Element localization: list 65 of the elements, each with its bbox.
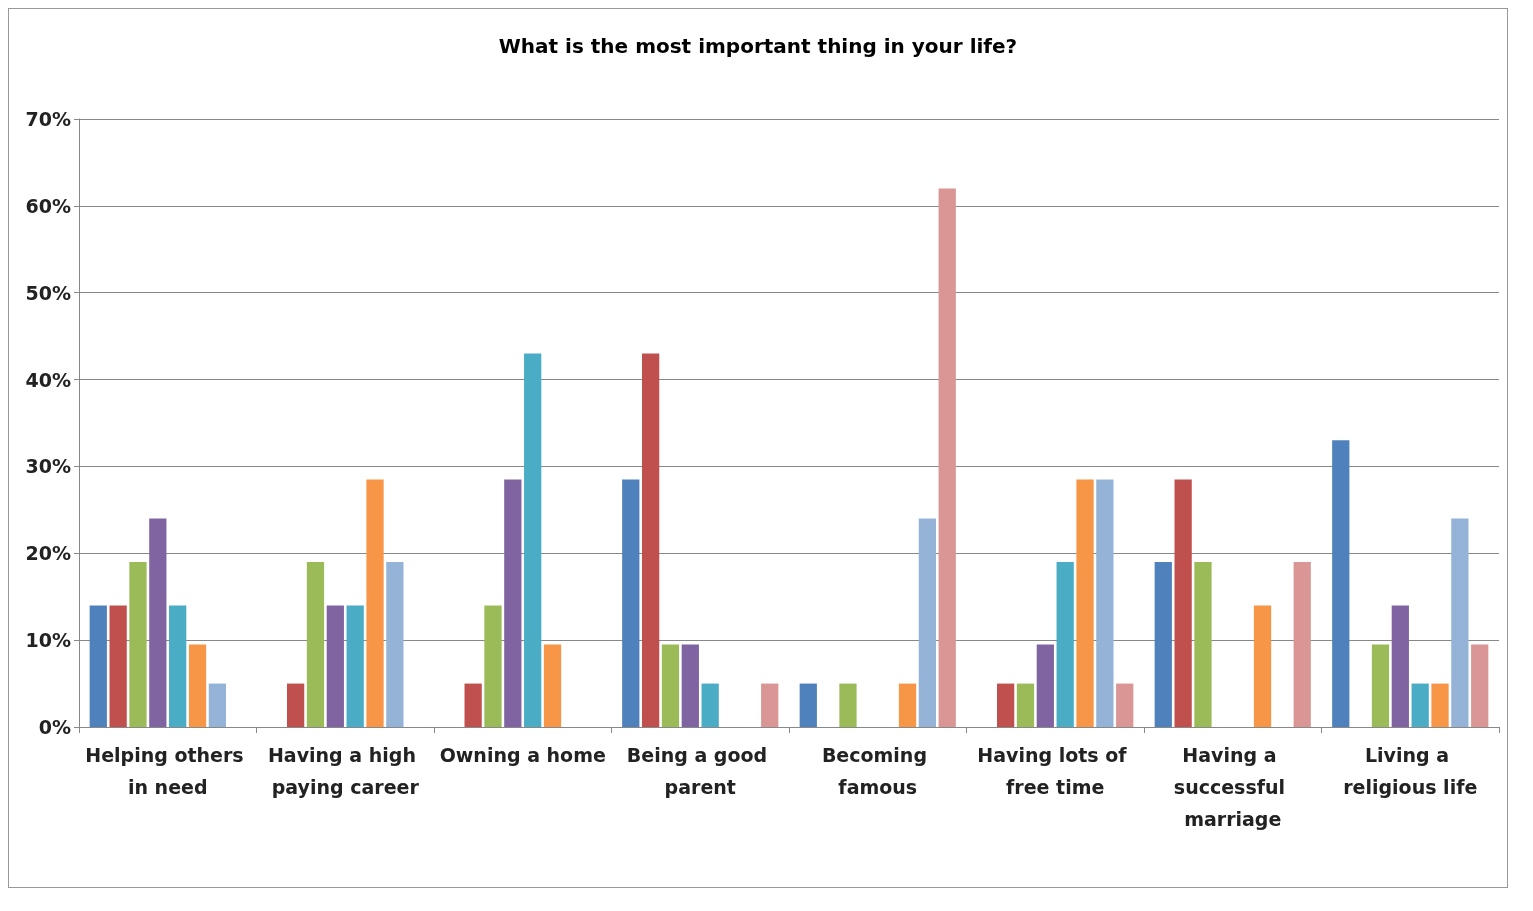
- bar: [287, 683, 305, 727]
- bar: [89, 605, 107, 727]
- bar: [129, 561, 147, 727]
- bar: [1332, 440, 1350, 727]
- bar: [366, 479, 384, 727]
- bar: [346, 605, 364, 727]
- bar: [188, 644, 207, 727]
- bar: [1253, 605, 1272, 727]
- bar: [761, 683, 779, 727]
- bar: [1431, 683, 1449, 727]
- bar: [1293, 561, 1311, 727]
- bar: [799, 683, 817, 727]
- bar: [938, 188, 956, 727]
- x-tick-label: Being a good parent: [626, 744, 774, 798]
- y-tick-label: 70%: [25, 108, 71, 130]
- bar: [326, 605, 344, 727]
- bar: [1174, 479, 1192, 727]
- bar: [918, 518, 936, 727]
- x-tick-label: Helping others in need: [85, 744, 251, 798]
- bar: [1076, 479, 1094, 727]
- bar: [1451, 518, 1469, 727]
- bar: [1154, 561, 1172, 727]
- x-tick-label: Having a successful marriage: [1173, 744, 1292, 830]
- y-tick-label: 60%: [25, 194, 71, 217]
- y-tick-label: 40%: [25, 368, 71, 391]
- bar: [701, 683, 719, 727]
- bar: [464, 683, 482, 727]
- y-tick-label: 50%: [25, 281, 71, 304]
- bar: [524, 353, 542, 727]
- bar: [306, 561, 325, 727]
- bar: [109, 605, 127, 727]
- y-tick-label: 20%: [25, 542, 71, 565]
- bar: [622, 479, 640, 727]
- y-tick-label: 10%: [25, 629, 71, 652]
- bar: [661, 644, 680, 727]
- bar: [149, 518, 167, 727]
- x-tick-label: Owning a home: [439, 744, 606, 766]
- bar: [484, 605, 502, 727]
- bar: [1471, 644, 1489, 727]
- bar: [1371, 644, 1390, 727]
- bar: [997, 683, 1015, 727]
- bar: [1411, 683, 1429, 727]
- bar: [1116, 683, 1134, 727]
- x-tick-label: Having lots of free time: [977, 744, 1134, 798]
- bar: [169, 605, 187, 727]
- y-tick-label: 30%: [25, 455, 71, 478]
- x-tick-label: Living a religious life: [1343, 744, 1478, 798]
- bar: [898, 683, 917, 727]
- bar: [1036, 644, 1054, 727]
- bar: [386, 561, 404, 727]
- bar: [1056, 561, 1074, 727]
- bar: [504, 479, 522, 727]
- chart-title: What is the most important thing in your life?: [498, 34, 1018, 58]
- bar: [1016, 683, 1035, 727]
- bar: [839, 683, 857, 727]
- bar: [1194, 561, 1212, 727]
- bar: [1096, 479, 1114, 727]
- bar: [543, 644, 562, 727]
- bar: [1391, 605, 1409, 727]
- x-tick-label: Having a high paying career: [267, 744, 423, 798]
- bar: [642, 353, 660, 727]
- x-tick-label: Becoming famous: [821, 744, 934, 798]
- y-tick-label: 0%: [38, 716, 71, 738]
- bar: [681, 644, 699, 727]
- bar: [208, 683, 226, 727]
